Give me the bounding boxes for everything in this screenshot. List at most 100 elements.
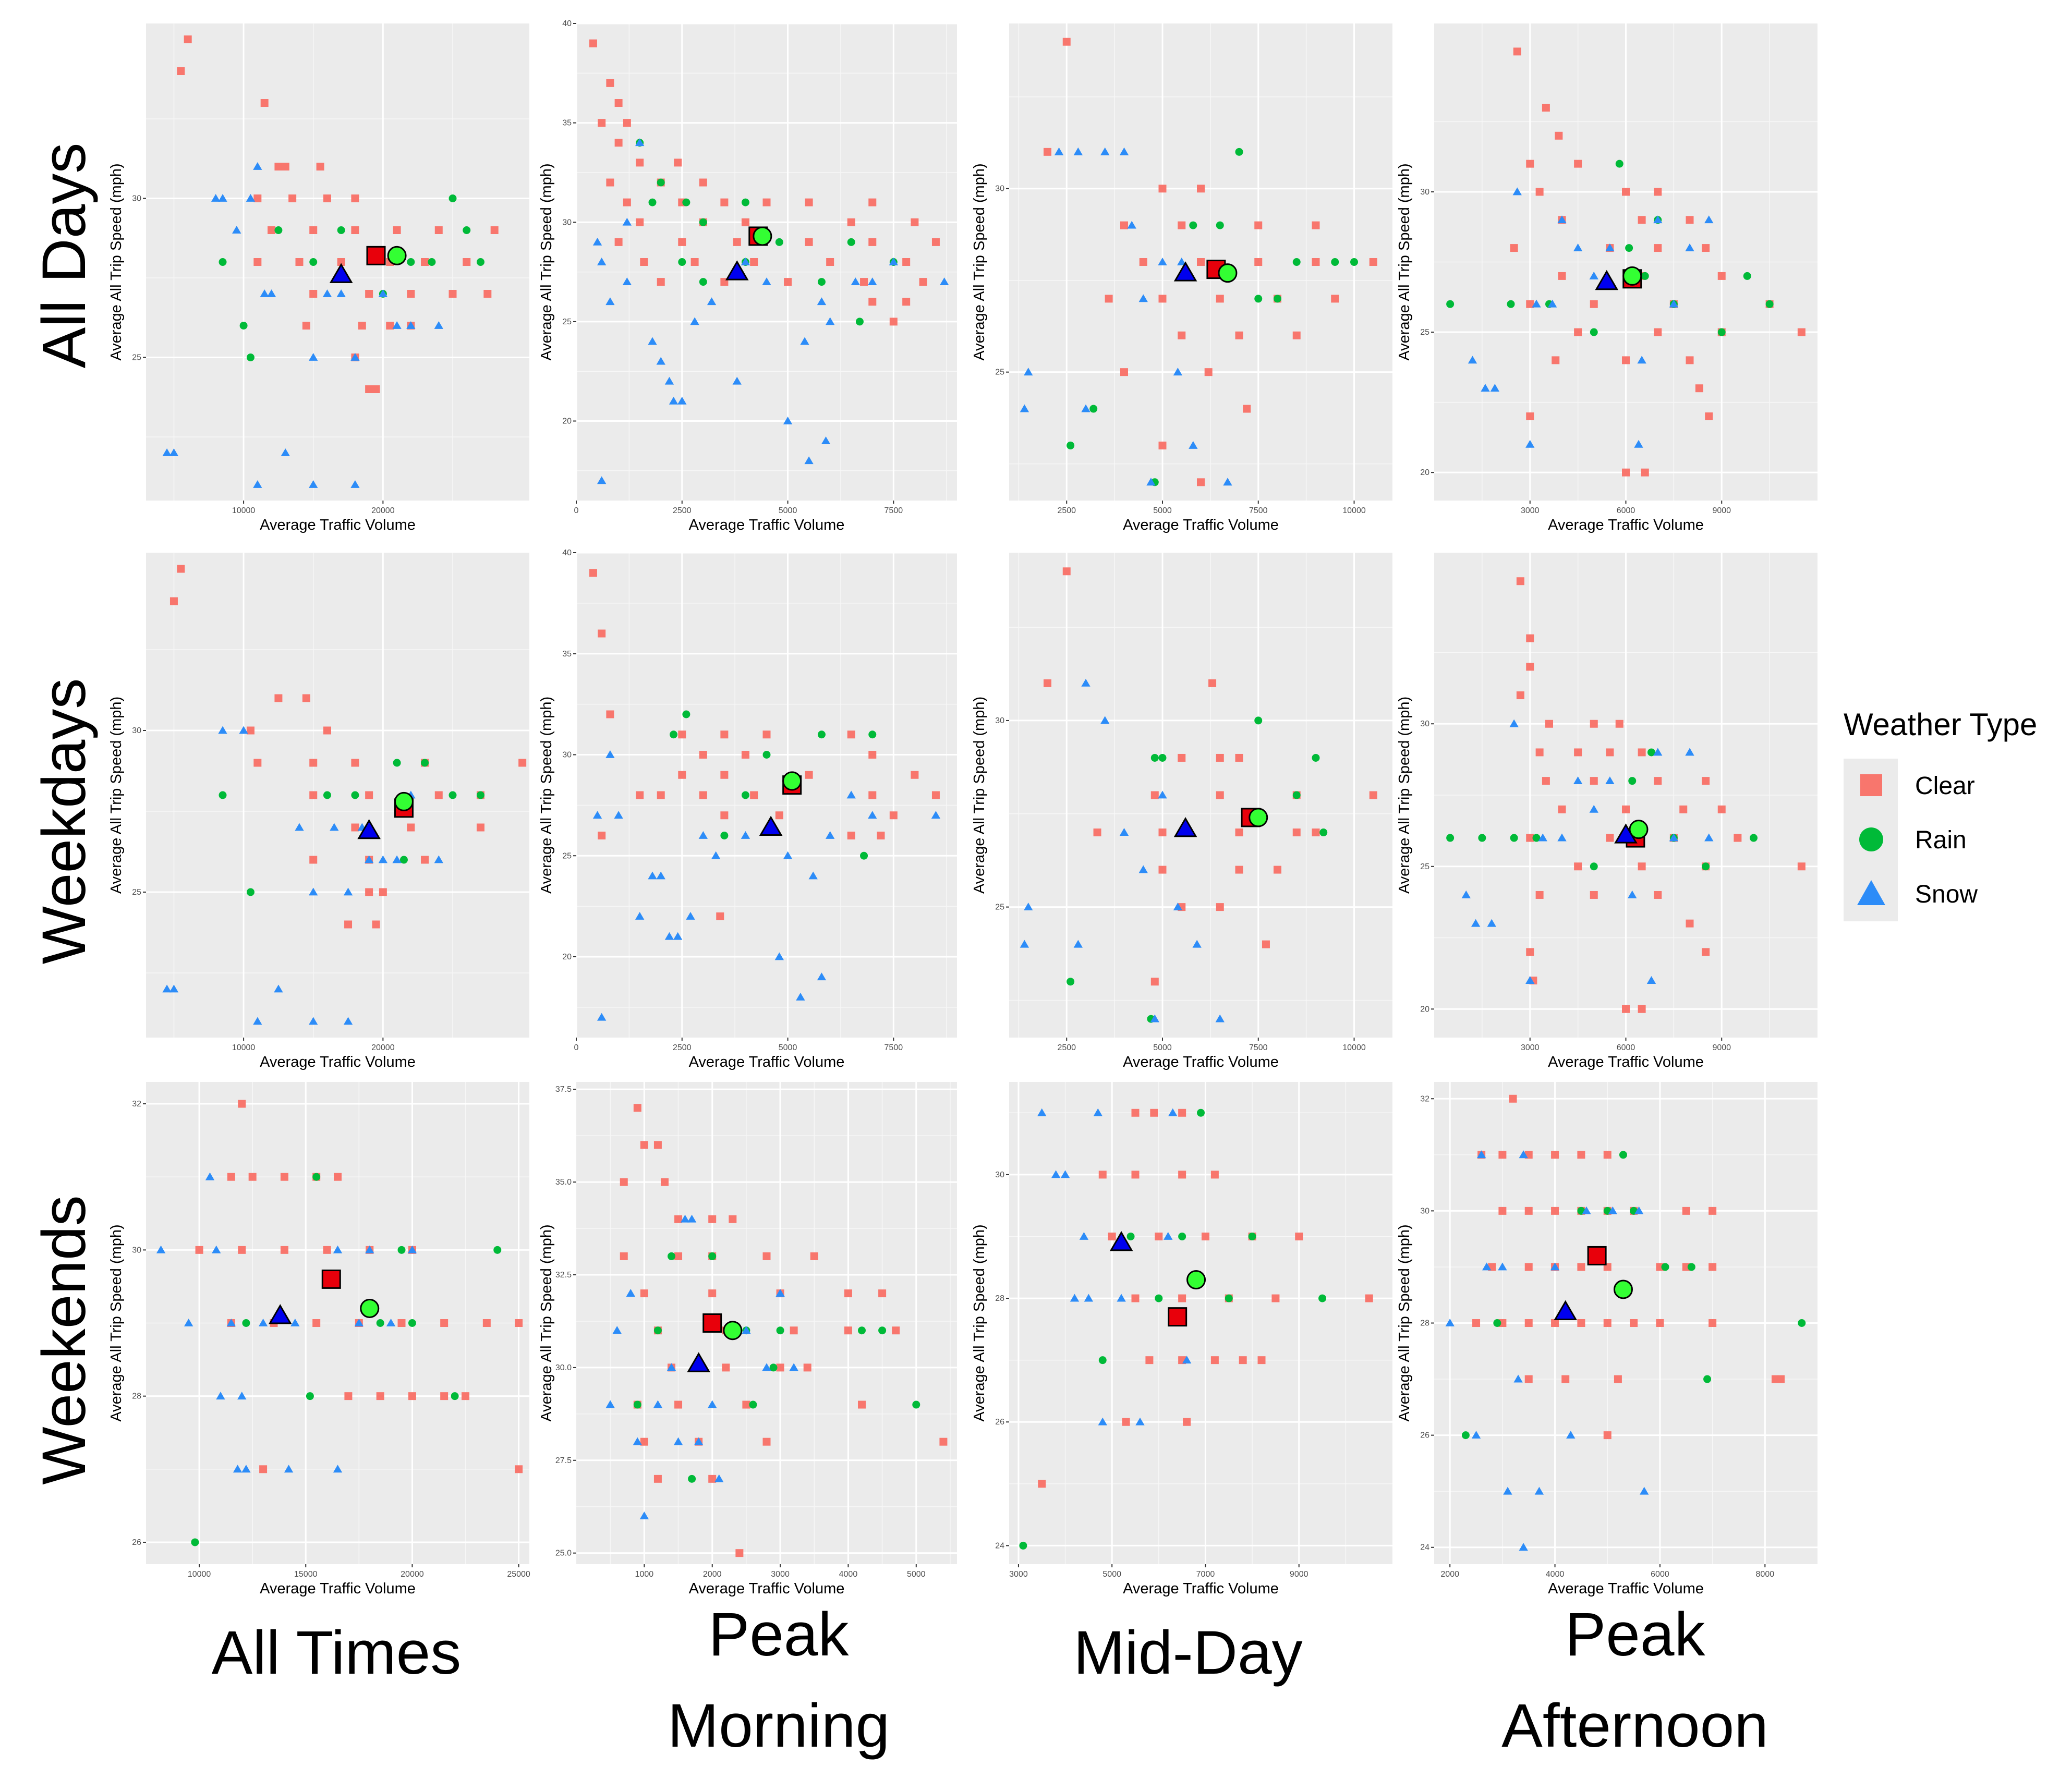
x-tick-label: 9000: [1290, 1570, 1308, 1579]
y-axis-title: Average All Trip Speed (mph): [971, 163, 988, 360]
point-rain: [741, 198, 749, 206]
point-rain: [376, 1319, 384, 1327]
point-clear: [633, 1104, 641, 1112]
point-snow: [1189, 441, 1198, 449]
point-clear: [288, 194, 297, 202]
point-rain: [1274, 295, 1281, 303]
x-tick-label: 5000: [1153, 1043, 1172, 1052]
y-axis-title: Average All Trip Speed (mph): [538, 163, 555, 360]
point-snow: [1532, 299, 1541, 308]
point-clear: [1590, 720, 1598, 728]
point-rain: [1717, 328, 1726, 336]
point-rain: [670, 730, 678, 739]
x-axis-title: Average Traffic Volume: [1548, 1054, 1704, 1070]
point-rain: [309, 258, 318, 266]
y-tick-label: 28: [995, 1294, 1004, 1303]
x-tick-label: 6000: [1651, 1570, 1669, 1579]
point-clear: [1516, 577, 1524, 586]
point-clear: [515, 1319, 523, 1327]
point-snow: [664, 376, 674, 385]
point-rain: [688, 1475, 696, 1483]
point-clear: [889, 811, 898, 820]
point-rain: [1216, 221, 1224, 229]
point-snow: [1164, 1232, 1173, 1240]
point-rain: [1446, 834, 1455, 842]
point-clear: [640, 258, 648, 266]
x-tick-label: 10000: [232, 506, 256, 515]
point-snow: [868, 277, 877, 286]
point-snow: [1669, 299, 1679, 308]
point-rain: [1331, 258, 1339, 266]
point-clear: [1590, 300, 1598, 308]
point-snow: [205, 1172, 215, 1180]
point-clear: [295, 258, 304, 266]
point-clear: [1558, 805, 1566, 813]
mean-marker-snow: [759, 815, 783, 836]
y-tick-label: 30: [132, 194, 141, 203]
point-snow: [1073, 147, 1083, 155]
point-clear: [1590, 777, 1598, 785]
point-clear: [1638, 216, 1646, 224]
point-snow: [156, 1245, 166, 1253]
point-clear: [1178, 331, 1186, 339]
y-axis-title: Average All Trip Speed (mph): [108, 163, 125, 360]
point-clear: [776, 1363, 784, 1372]
point-snow: [1487, 919, 1496, 927]
point-rain: [1089, 405, 1098, 413]
point-rain: [1150, 753, 1159, 762]
point-clear: [1797, 862, 1806, 871]
point-clear: [720, 811, 729, 820]
point-rain: [1350, 258, 1358, 266]
mean-marker-clear: [1587, 1246, 1607, 1265]
point-clear: [1535, 891, 1544, 899]
point-clear: [462, 1392, 469, 1400]
point-rain: [397, 1246, 406, 1254]
point-snow: [1223, 478, 1232, 486]
point-snow: [1024, 903, 1033, 911]
point-clear: [1524, 1375, 1533, 1383]
y-tick-label: 32: [132, 1100, 141, 1108]
point-snow: [386, 1318, 396, 1326]
point-rain: [1507, 300, 1515, 308]
y-axis-title: Average All Trip Speed (mph): [1396, 697, 1413, 894]
point-snow: [1150, 1014, 1159, 1022]
point-rain: [1750, 834, 1758, 842]
x-tick-label: 8000: [1756, 1570, 1775, 1579]
point-snow: [851, 277, 861, 286]
point-clear: [1797, 328, 1806, 336]
column-titles: All Times Peak Morning Mid-Day Peak Afte…: [212, 1600, 1768, 1760]
point-clear: [1682, 1207, 1690, 1215]
point-snow: [648, 871, 657, 880]
point-clear: [1777, 1375, 1785, 1383]
point-snow: [1020, 940, 1029, 948]
point-clear: [1526, 663, 1534, 671]
point-clear: [708, 1215, 717, 1223]
point-clear: [1183, 1418, 1191, 1426]
point-snow: [1158, 790, 1167, 799]
point-snow: [1513, 1374, 1523, 1383]
y-tick-label: 25: [995, 368, 1004, 377]
point-clear: [1702, 244, 1710, 252]
point-clear: [184, 35, 192, 43]
point-snow: [309, 352, 318, 361]
legend: Weather Type Clear Rain Snow: [1844, 707, 2037, 921]
point-clear: [762, 1252, 771, 1260]
point-clear: [434, 791, 443, 799]
point-clear: [376, 1392, 384, 1400]
point-clear: [1526, 834, 1534, 842]
x-tick-label: 9000: [1712, 1043, 1731, 1052]
x-axis-title: Average Traffic Volume: [260, 1054, 416, 1070]
point-snow: [656, 357, 665, 365]
point-clear: [195, 1246, 203, 1254]
point-rain: [1619, 1151, 1627, 1159]
point-snow: [1547, 299, 1557, 308]
point-snow: [1093, 1108, 1103, 1116]
y-tick-label: 35: [562, 119, 572, 128]
x-tick-label: 1000: [635, 1570, 654, 1579]
point-rain: [1743, 272, 1751, 280]
point-clear: [699, 751, 707, 759]
point-clear: [877, 832, 885, 839]
point-clear: [1216, 753, 1224, 762]
point-clear: [358, 322, 366, 330]
point-clear: [674, 1252, 683, 1260]
